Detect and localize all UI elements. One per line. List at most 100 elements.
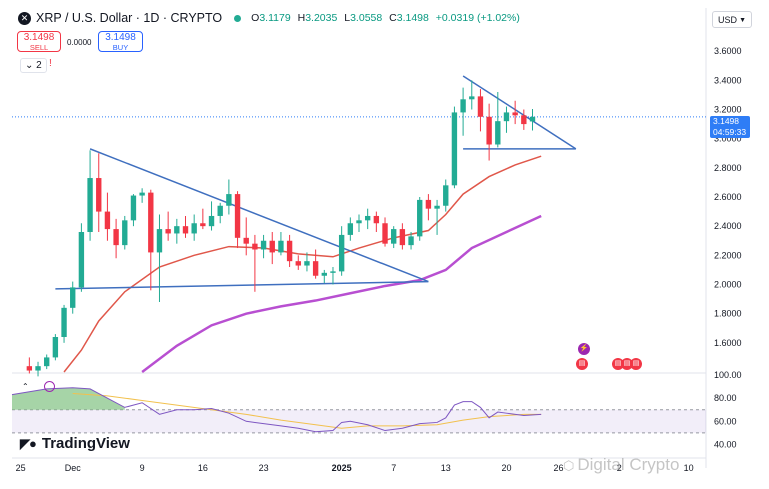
candle-body bbox=[78, 232, 85, 288]
y-tick-label: 3.4000 bbox=[714, 75, 742, 85]
candle bbox=[347, 217, 354, 241]
watermark: ⬡ Digital Crypto bbox=[563, 455, 679, 475]
ma-fast-line bbox=[63, 155, 542, 373]
candle-body bbox=[156, 229, 163, 253]
close-key: C bbox=[389, 12, 397, 24]
candle-body bbox=[425, 199, 432, 209]
candle-body bbox=[35, 366, 41, 371]
bar-countdown: 04:59:33 bbox=[713, 127, 747, 137]
candle-body bbox=[269, 240, 275, 253]
axes: 3.6000 3.4000 3.2000 3.0000 2.8000 2.6000 2.40… bbox=[16, 46, 742, 473]
lightning-event-icon[interactable]: ⚡ bbox=[578, 343, 590, 355]
candle bbox=[373, 211, 380, 232]
candle bbox=[382, 217, 388, 247]
candle-body bbox=[503, 112, 510, 122]
candle bbox=[338, 226, 345, 276]
rsi-overbought-fill bbox=[12, 387, 125, 410]
x-tick-label: 2025 bbox=[332, 463, 352, 473]
candle-body bbox=[139, 192, 145, 196]
candle bbox=[191, 214, 197, 241]
candle bbox=[78, 223, 85, 292]
candle bbox=[234, 191, 241, 249]
x-tick-label: 23 bbox=[259, 463, 269, 473]
candle-body bbox=[321, 272, 327, 276]
candle bbox=[35, 361, 41, 377]
candle bbox=[70, 281, 76, 314]
candle bbox=[278, 232, 284, 256]
moving-averages bbox=[63, 155, 542, 373]
sell-button[interactable]: 3.1498 SELL bbox=[17, 31, 61, 52]
chevron-down-icon: ▼ bbox=[739, 17, 746, 24]
indicators-count: 2 bbox=[36, 60, 42, 71]
rsi-collapse-icon[interactable]: ⌃ bbox=[22, 382, 29, 391]
symbol-title[interactable]: XRP / U.S. Dollar · 1D · CRYPTO bbox=[36, 11, 223, 25]
candle-body bbox=[96, 178, 102, 212]
candle-body bbox=[70, 287, 76, 308]
candle-body bbox=[165, 229, 171, 234]
indicators-toggle[interactable]: ⌄ 2 bbox=[20, 58, 47, 73]
candle bbox=[512, 100, 518, 125]
y-tick-label: 3.2000 bbox=[714, 105, 742, 115]
candle-body bbox=[252, 243, 258, 250]
y-tick-label: 3.0000 bbox=[714, 134, 742, 144]
candle bbox=[269, 232, 275, 265]
candle-body bbox=[286, 240, 293, 262]
candle bbox=[104, 192, 111, 241]
currency-select[interactable]: USD ▼ bbox=[712, 11, 752, 28]
high-value: 3.2035 bbox=[305, 12, 338, 24]
x-tick-label: 9 bbox=[140, 463, 145, 473]
candle bbox=[495, 92, 501, 148]
candle-body bbox=[122, 220, 128, 246]
candle-body bbox=[512, 112, 518, 116]
candle-body bbox=[61, 307, 67, 337]
candle bbox=[295, 255, 301, 270]
candle-body bbox=[312, 261, 319, 276]
rsi-pane bbox=[11, 387, 706, 434]
candle bbox=[460, 87, 466, 136]
us-flag-event-icon[interactable]: ▤ bbox=[630, 358, 642, 370]
candle bbox=[391, 226, 397, 249]
y-tick-label: 2.6000 bbox=[714, 192, 742, 202]
candle-body bbox=[338, 234, 345, 272]
candle-body bbox=[52, 337, 59, 358]
chevron-down-icon: ⌄ bbox=[25, 60, 34, 71]
low-key: L bbox=[344, 12, 351, 24]
sell-label: SELL bbox=[29, 43, 49, 52]
rsi-tick-label: 100.00 bbox=[714, 370, 742, 380]
xrp-logo-icon: ✕ bbox=[18, 11, 31, 25]
candle-body bbox=[434, 205, 440, 209]
candle-body bbox=[477, 96, 484, 117]
candle bbox=[425, 194, 432, 221]
y-tick-label: 1.8000 bbox=[714, 309, 742, 319]
candle-body bbox=[304, 261, 310, 266]
candle-body bbox=[330, 271, 336, 273]
candle bbox=[304, 252, 310, 272]
y-tick-label: 2.0000 bbox=[714, 280, 742, 290]
x-tick-label: 16 bbox=[198, 463, 208, 473]
close-value: 3.1498 bbox=[396, 12, 429, 24]
candle-body bbox=[469, 96, 475, 100]
spread-value: 0.0000 bbox=[67, 38, 92, 47]
tradingview-logo: ◤● TradingView bbox=[20, 435, 130, 452]
alert-icon[interactable]: ! bbox=[49, 58, 52, 69]
candle-body bbox=[113, 229, 119, 246]
candle-body bbox=[495, 121, 501, 145]
rsi-line bbox=[11, 387, 542, 433]
rsi-settings-icon[interactable] bbox=[44, 381, 55, 392]
candle-body bbox=[408, 236, 414, 246]
us-flag-event-icon[interactable]: ▤ bbox=[576, 358, 588, 370]
candle bbox=[61, 304, 67, 343]
tradingview-mark-icon: ◤● bbox=[20, 435, 37, 451]
candle-body bbox=[104, 211, 111, 230]
candle bbox=[208, 201, 215, 231]
candle bbox=[165, 211, 171, 241]
candle bbox=[408, 232, 414, 250]
candle-body bbox=[486, 116, 492, 145]
candle-body bbox=[356, 220, 362, 224]
y-tick-label: 3.6000 bbox=[714, 46, 742, 56]
x-tick-label: 13 bbox=[441, 463, 451, 473]
candle bbox=[364, 208, 371, 230]
candle-body bbox=[529, 116, 536, 122]
buy-button[interactable]: 3.1498 BUY bbox=[98, 31, 143, 52]
